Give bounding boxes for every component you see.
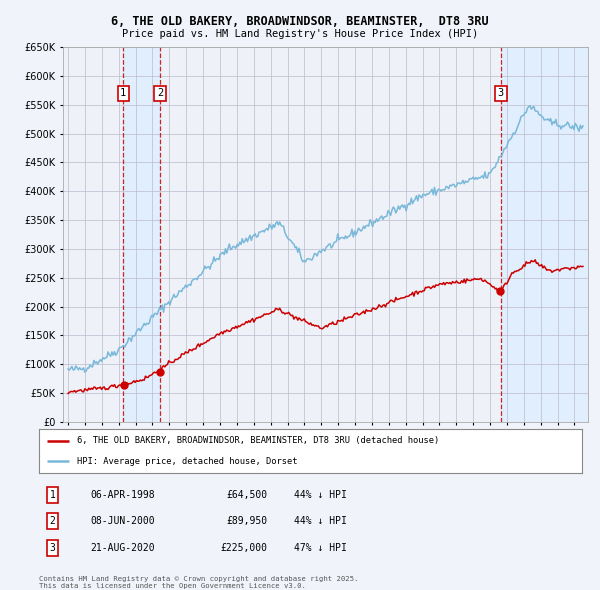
Text: 2: 2 [157,88,163,99]
Text: 6, THE OLD BAKERY, BROADWINDSOR, BEAMINSTER,  DT8 3RU: 6, THE OLD BAKERY, BROADWINDSOR, BEAMINS… [111,15,489,28]
Text: 1: 1 [120,88,127,99]
Text: 06-APR-1998: 06-APR-1998 [91,490,155,500]
Text: 21-AUG-2020: 21-AUG-2020 [91,543,155,553]
Text: 1: 1 [50,490,56,500]
Text: Contains HM Land Registry data © Crown copyright and database right 2025.
This d: Contains HM Land Registry data © Crown c… [39,576,358,589]
Text: 2: 2 [50,516,56,526]
Text: 3: 3 [498,88,504,99]
Text: £89,950: £89,950 [226,516,267,526]
Text: £225,000: £225,000 [220,543,267,553]
Text: 08-JUN-2000: 08-JUN-2000 [91,516,155,526]
Text: 47% ↓ HPI: 47% ↓ HPI [294,543,347,553]
Text: HPI: Average price, detached house, Dorset: HPI: Average price, detached house, Dors… [77,457,298,466]
Bar [123,47,160,422]
Text: 6, THE OLD BAKERY, BROADWINDSOR, BEAMINSTER, DT8 3RU (detached house): 6, THE OLD BAKERY, BROADWINDSOR, BEAMINS… [77,437,439,445]
Bar [501,47,588,422]
Text: 44% ↓ HPI: 44% ↓ HPI [294,516,347,526]
Text: £64,500: £64,500 [226,490,267,500]
Text: 3: 3 [50,543,56,553]
Text: Price paid vs. HM Land Registry's House Price Index (HPI): Price paid vs. HM Land Registry's House … [122,30,478,39]
Text: 44% ↓ HPI: 44% ↓ HPI [294,490,347,500]
